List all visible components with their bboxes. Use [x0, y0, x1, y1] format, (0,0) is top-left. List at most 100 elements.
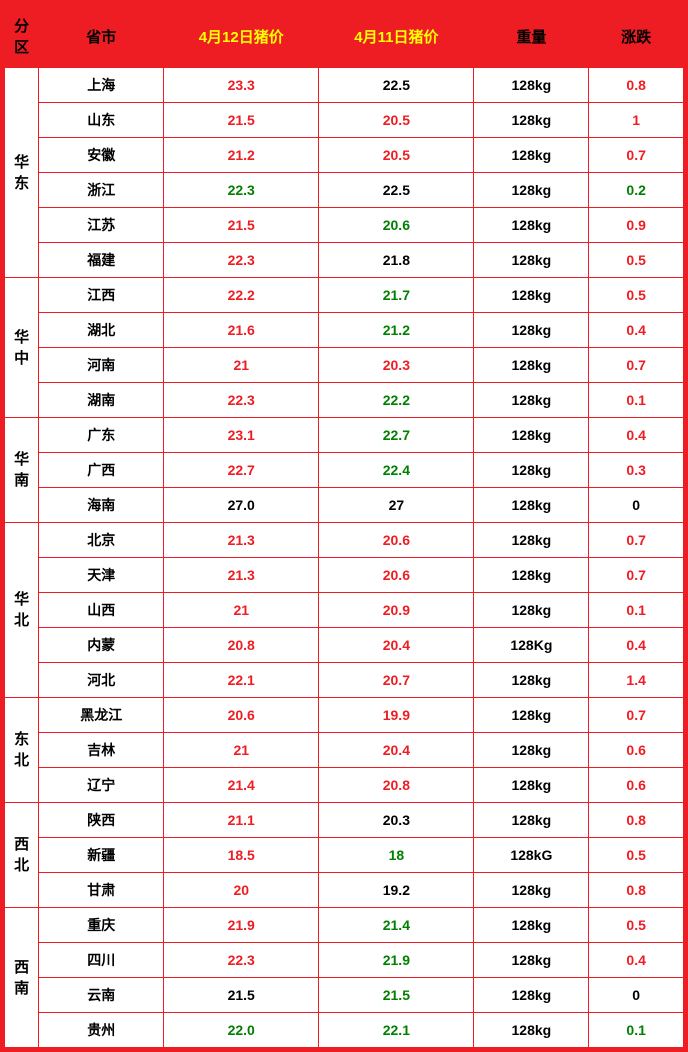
table-row: 华中江西22.221.7128kg0.5 [5, 278, 684, 313]
table-row: 湖南22.322.2128kg0.1 [5, 383, 684, 418]
price11-cell: 21.7 [319, 278, 474, 313]
price12-cell: 21.2 [164, 138, 319, 173]
change-cell: 0.1 [589, 1013, 684, 1048]
price12-cell: 22.2 [164, 278, 319, 313]
price12-cell: 20.8 [164, 628, 319, 663]
price12-cell: 21.1 [164, 803, 319, 838]
price11-cell: 21.9 [319, 943, 474, 978]
table-row: 华东上海23.322.5128kg0.8 [5, 68, 684, 103]
weight-cell: 128kg [474, 558, 589, 593]
table-row: 福建22.321.8128kg0.5 [5, 243, 684, 278]
table-row: 云南21.521.5128kg0 [5, 978, 684, 1013]
change-cell: 1.4 [589, 663, 684, 698]
table-row: 内蒙20.820.4128Kg0.4 [5, 628, 684, 663]
price11-cell: 20.5 [319, 103, 474, 138]
change-cell: 0.4 [589, 943, 684, 978]
table-row: 贵州22.022.1128kg0.1 [5, 1013, 684, 1048]
price12-cell: 23.1 [164, 418, 319, 453]
price11-cell: 22.4 [319, 453, 474, 488]
header-weight: 重量 [474, 5, 589, 68]
weight-cell: 128kg [474, 663, 589, 698]
province-cell: 河南 [39, 348, 164, 383]
change-cell: 0.3 [589, 453, 684, 488]
header-price11: 4月11日猪价 [319, 5, 474, 68]
price11-cell: 20.6 [319, 558, 474, 593]
table-row: 华北北京21.320.6128kg0.7 [5, 523, 684, 558]
weight-cell: 128kg [474, 908, 589, 943]
table-row: 西南重庆21.921.4128kg0.5 [5, 908, 684, 943]
table-row: 湖北21.621.2128kg0.4 [5, 313, 684, 348]
price11-cell: 19.2 [319, 873, 474, 908]
change-cell: 0.4 [589, 418, 684, 453]
weight-cell: 128kg [474, 208, 589, 243]
change-cell: 0.6 [589, 768, 684, 803]
region-cell: 西北 [5, 803, 39, 908]
header-region: 分区 [5, 5, 39, 68]
price12-cell: 21.9 [164, 908, 319, 943]
table-row: 江苏21.520.6128kg0.9 [5, 208, 684, 243]
change-cell: 0.9 [589, 208, 684, 243]
province-cell: 内蒙 [39, 628, 164, 663]
province-cell: 新疆 [39, 838, 164, 873]
price12-cell: 21 [164, 593, 319, 628]
price12-cell: 21.3 [164, 523, 319, 558]
price11-cell: 21.2 [319, 313, 474, 348]
weight-cell: 128kg [474, 733, 589, 768]
province-cell: 重庆 [39, 908, 164, 943]
price12-cell: 22.1 [164, 663, 319, 698]
province-cell: 福建 [39, 243, 164, 278]
table-row: 天津21.320.6128kg0.7 [5, 558, 684, 593]
change-cell: 0.5 [589, 278, 684, 313]
table-row: 四川22.321.9128kg0.4 [5, 943, 684, 978]
price12-cell: 22.0 [164, 1013, 319, 1048]
change-cell: 0.1 [589, 593, 684, 628]
change-cell: 0.8 [589, 873, 684, 908]
header-price12: 4月12日猪价 [164, 5, 319, 68]
province-cell: 湖南 [39, 383, 164, 418]
price11-cell: 20.6 [319, 208, 474, 243]
weight-cell: 128kg [474, 593, 589, 628]
province-cell: 上海 [39, 68, 164, 103]
weight-cell: 128kg [474, 278, 589, 313]
weight-cell: 128kg [474, 768, 589, 803]
table-row: 浙江22.322.5128kg0.2 [5, 173, 684, 208]
price-table-container: 分区 省市 4月12日猪价 4月11日猪价 重量 涨跌 华东上海23.322.5… [0, 0, 688, 1052]
price11-cell: 20.3 [319, 803, 474, 838]
price11-cell: 20.8 [319, 768, 474, 803]
price12-cell: 23.3 [164, 68, 319, 103]
province-cell: 吉林 [39, 733, 164, 768]
province-cell: 山西 [39, 593, 164, 628]
province-cell: 辽宁 [39, 768, 164, 803]
table-row: 吉林2120.4128kg0.6 [5, 733, 684, 768]
province-cell: 天津 [39, 558, 164, 593]
table-row: 西北陕西21.120.3128kg0.8 [5, 803, 684, 838]
price12-cell: 21.3 [164, 558, 319, 593]
price12-cell: 21 [164, 733, 319, 768]
province-cell: 江苏 [39, 208, 164, 243]
price11-cell: 20.4 [319, 628, 474, 663]
table-row: 河南2120.3128kg0.7 [5, 348, 684, 383]
change-cell: 0.1 [589, 383, 684, 418]
province-cell: 河北 [39, 663, 164, 698]
weight-cell: 128kG [474, 838, 589, 873]
price11-cell: 20.3 [319, 348, 474, 383]
weight-cell: 128Kg [474, 628, 589, 663]
price11-cell: 22.5 [319, 68, 474, 103]
table-row: 安徽21.220.5128kg0.7 [5, 138, 684, 173]
province-cell: 黑龙江 [39, 698, 164, 733]
change-cell: 0.4 [589, 313, 684, 348]
price11-cell: 22.2 [319, 383, 474, 418]
weight-cell: 128kg [474, 978, 589, 1013]
province-cell: 贵州 [39, 1013, 164, 1048]
table-row: 华南广东23.122.7128kg0.4 [5, 418, 684, 453]
province-cell: 云南 [39, 978, 164, 1013]
price11-cell: 20.7 [319, 663, 474, 698]
price12-cell: 27.0 [164, 488, 319, 523]
weight-cell: 128kg [474, 243, 589, 278]
weight-cell: 128kg [474, 348, 589, 383]
province-cell: 四川 [39, 943, 164, 978]
region-cell: 东北 [5, 698, 39, 803]
region-cell: 华南 [5, 418, 39, 523]
price11-cell: 20.5 [319, 138, 474, 173]
price11-cell: 20.4 [319, 733, 474, 768]
